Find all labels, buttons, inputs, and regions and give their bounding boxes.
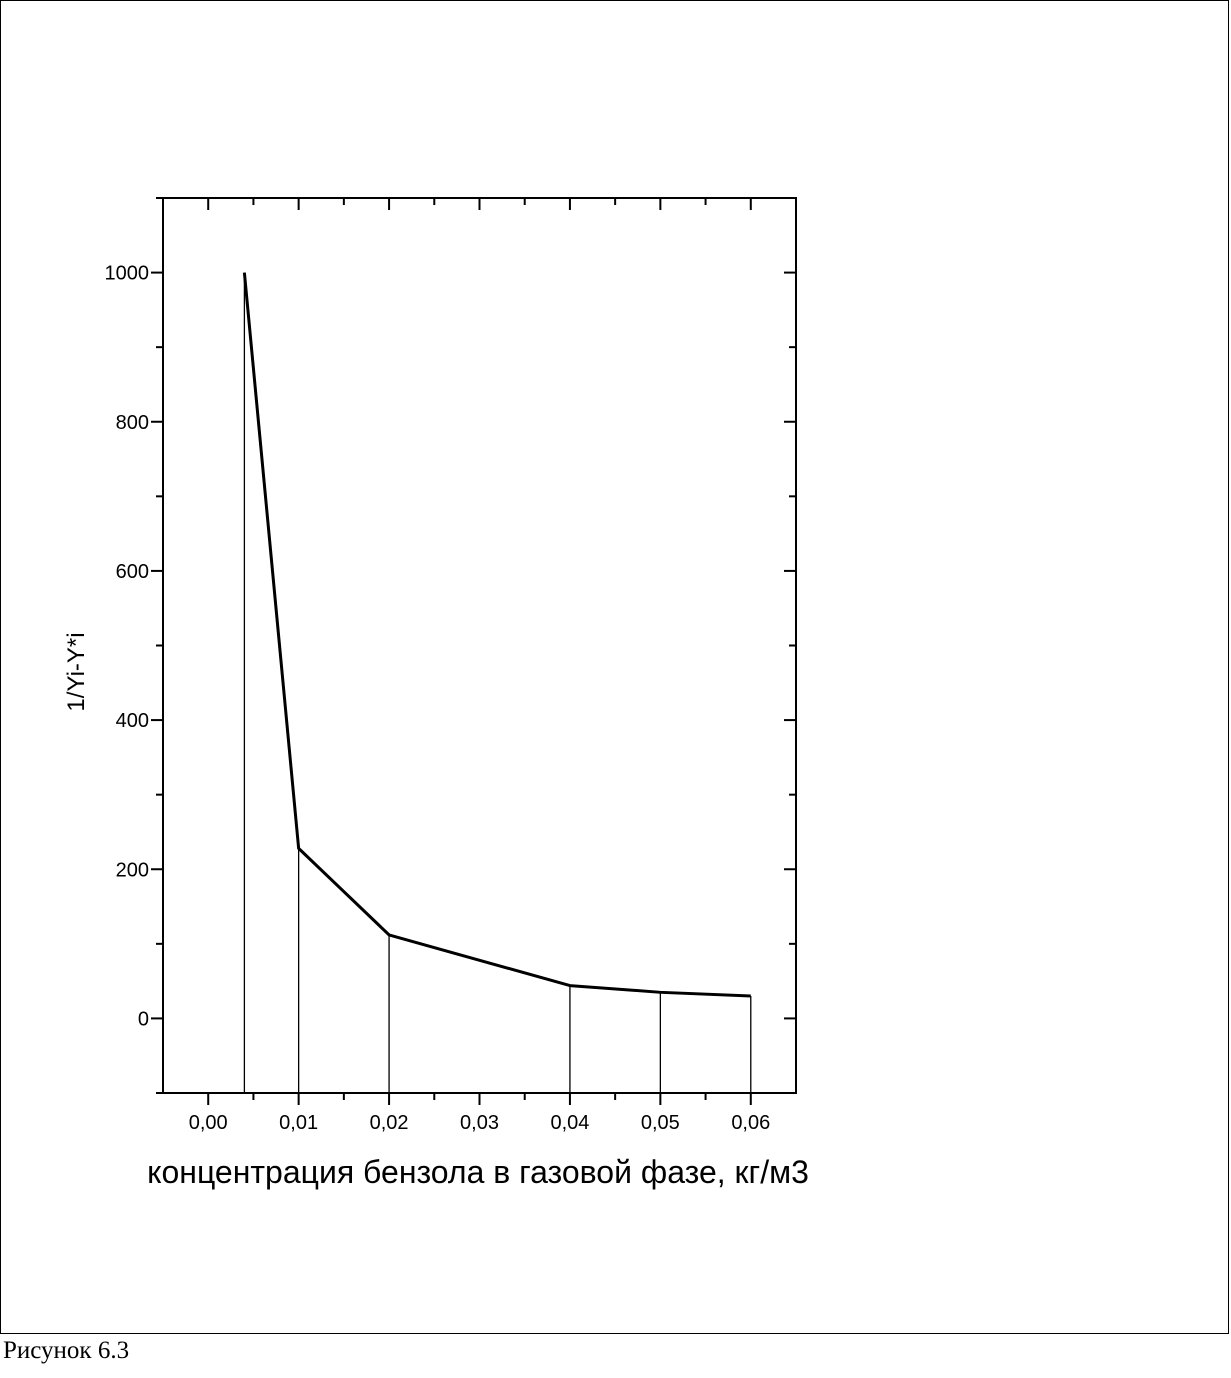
y-tick-label: 1000 (105, 263, 150, 285)
data-series-line (242, 272, 751, 998)
y-tick-label: 200 (116, 859, 149, 881)
x-tick-label: 0,02 (370, 1112, 409, 1134)
x-tick-label: 0,00 (189, 1112, 228, 1134)
x-tick-label: 0,06 (731, 1112, 770, 1134)
x-axis-title: концентрация бензола в газовой фазе, кг/… (147, 1154, 809, 1190)
x-tick-label: 0,04 (550, 1112, 589, 1134)
y-tick-label: 400 (116, 710, 149, 732)
figure-frame (0, 0, 1229, 1334)
chart: 0,00 0,01 0,02 0,03 0,04 0,05 0,06 0 200 400 600 80… (63, 197, 809, 1190)
figure-caption: Рисунок 6.3 (3, 1337, 130, 1364)
x-tick-label: 0,01 (279, 1112, 318, 1134)
y-tick-label: 800 (116, 412, 149, 434)
y-axis-title: 1/Yi-Y*i (63, 632, 90, 711)
x-tick-label: 0,05 (641, 1112, 680, 1134)
y-tick-label: 600 (116, 561, 149, 583)
x-tick-label: 0,03 (460, 1112, 499, 1134)
y-tick-label: 0 (138, 1008, 149, 1030)
